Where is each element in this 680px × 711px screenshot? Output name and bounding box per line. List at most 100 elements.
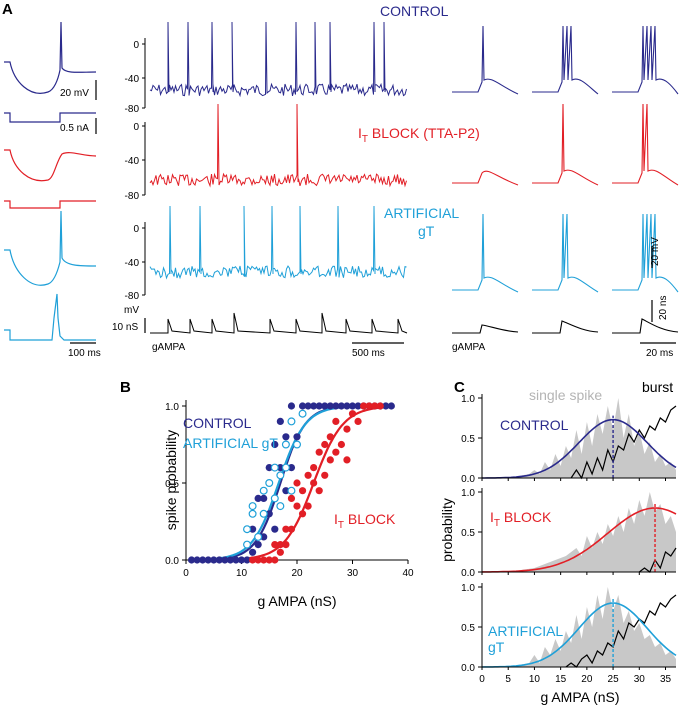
data-point [248, 509, 257, 518]
y-tick-label: 0.0 [461, 663, 475, 674]
data-point [199, 556, 207, 564]
scale-20mv-right: 20 mV [650, 237, 661, 266]
y-tick-label: 0.0 [461, 568, 475, 579]
c-artificial-label-1: ARTIFICIAL [488, 623, 563, 639]
data-point [348, 402, 357, 410]
artificial-voltage-trace [4, 210, 97, 286]
tick-label: 0 [133, 40, 139, 51]
data-point [282, 541, 290, 549]
data-point [371, 402, 379, 410]
left-scalebars [70, 80, 97, 344]
control-current-trace [4, 112, 96, 123]
artificial-long-trace [149, 205, 407, 280]
control-title: CONTROL [380, 3, 449, 19]
gampa-mid-label: gAMPA [152, 342, 185, 353]
tick-label: -40 [125, 258, 140, 269]
data-point [298, 409, 307, 418]
tick-label: -80 [125, 191, 140, 202]
legend-artificial: ARTIFICIAL gT [183, 435, 278, 451]
legend-block: IT BLOCK [334, 511, 396, 531]
data-point [337, 440, 345, 449]
data-point [271, 556, 279, 564]
y-tick-label: 1.0 [461, 583, 475, 594]
scale-20ns: 20 ns [658, 296, 669, 320]
data-point [249, 525, 257, 533]
data-point [287, 417, 296, 426]
x-tick-label: 5 [505, 674, 511, 685]
x-tick-label: 20 [291, 568, 303, 579]
y-tick-label: 0.0 [165, 556, 179, 567]
data-point [265, 510, 273, 518]
block-title: IT BLOCK (TTA-P2) [358, 125, 480, 145]
data-point [337, 402, 345, 410]
x-tick-label: 0 [479, 674, 485, 685]
x-tick-label: 10 [529, 674, 541, 685]
panel-c: C 0.0 0.5 1.0 0.0 0.5 1.0 0.0 0.5 1.0 0 5 10 15 20 2… [439, 379, 677, 705]
data-point [259, 486, 268, 495]
data-point [282, 433, 290, 441]
data-point [204, 556, 212, 564]
data-point [271, 440, 279, 449]
control-voltage-trace [4, 21, 97, 94]
x-tick-label: 20 [581, 674, 593, 685]
gaussian-fit [482, 418, 677, 479]
panel-b: B 0 10 20 30 40 0.0 0.5 1.0 spike probability g… [120, 379, 414, 609]
data-point [249, 556, 257, 564]
artificial-title-2: gT [418, 223, 435, 239]
y-tick-label: 0.5 [461, 528, 475, 539]
panel-b-ticks: 0 10 20 30 40 0.0 0.5 1.0 [165, 402, 414, 579]
data-point [321, 471, 329, 479]
zoom-trace [452, 213, 519, 293]
data-point [276, 541, 284, 549]
data-point [237, 556, 246, 564]
data-point [270, 463, 279, 472]
data-point [221, 556, 229, 564]
data-point [243, 556, 251, 564]
panel-a-letter: A [2, 1, 13, 18]
zoom-trace [612, 103, 679, 186]
data-point [298, 510, 307, 518]
legend-control: CONTROL [183, 415, 252, 431]
data-point [360, 402, 368, 410]
data-point [343, 402, 351, 410]
zoom-trace [532, 103, 599, 186]
block-current-trace [4, 200, 96, 209]
control-long-trace [149, 21, 407, 98]
scale-100ms: 100 ms [68, 348, 101, 359]
panel-c-block: 0.0 0.5 1.0 [461, 488, 677, 579]
tick-label: 0 [133, 122, 139, 133]
panel-c-artificial: 0.0 0.5 1.0 0 5 10 15 20 25 30 35 [461, 583, 677, 685]
zoom-trace [452, 170, 519, 186]
data-point [243, 540, 252, 549]
data-point [276, 502, 285, 511]
scale-10ns: 10 nS [112, 322, 138, 333]
panel-b-xlabel: g AMPA (nS) [257, 593, 336, 609]
data-point [282, 525, 290, 533]
data-point [315, 448, 323, 456]
data-point [315, 402, 323, 410]
mv-unit: mV [124, 305, 139, 316]
data-point [282, 487, 290, 495]
data-point [332, 448, 340, 456]
artificial-title-1: ARTIFICIAL [384, 205, 459, 221]
data-point [260, 556, 268, 564]
data-point [321, 440, 329, 449]
data-point [281, 440, 290, 449]
zoom-trace [612, 25, 679, 95]
data-point [281, 463, 290, 472]
data-point [276, 471, 285, 480]
data-point [276, 548, 284, 556]
data-point [254, 541, 262, 549]
data-point [293, 502, 301, 510]
panel-c-xlabel: g AMPA (nS) [540, 689, 619, 705]
scale-0-5na: 0.5 nA [60, 123, 89, 134]
data-point [332, 417, 340, 425]
artificial-current-trace [4, 293, 96, 341]
zoom-trace [532, 213, 599, 293]
data-point [249, 548, 257, 556]
scale-20mv-left: 20 mV [60, 88, 89, 99]
data-point [321, 402, 329, 410]
data-point [310, 402, 318, 410]
gampa-right-label: gAMPA [452, 342, 485, 353]
scale-20ms: 20 ms [646, 348, 673, 359]
